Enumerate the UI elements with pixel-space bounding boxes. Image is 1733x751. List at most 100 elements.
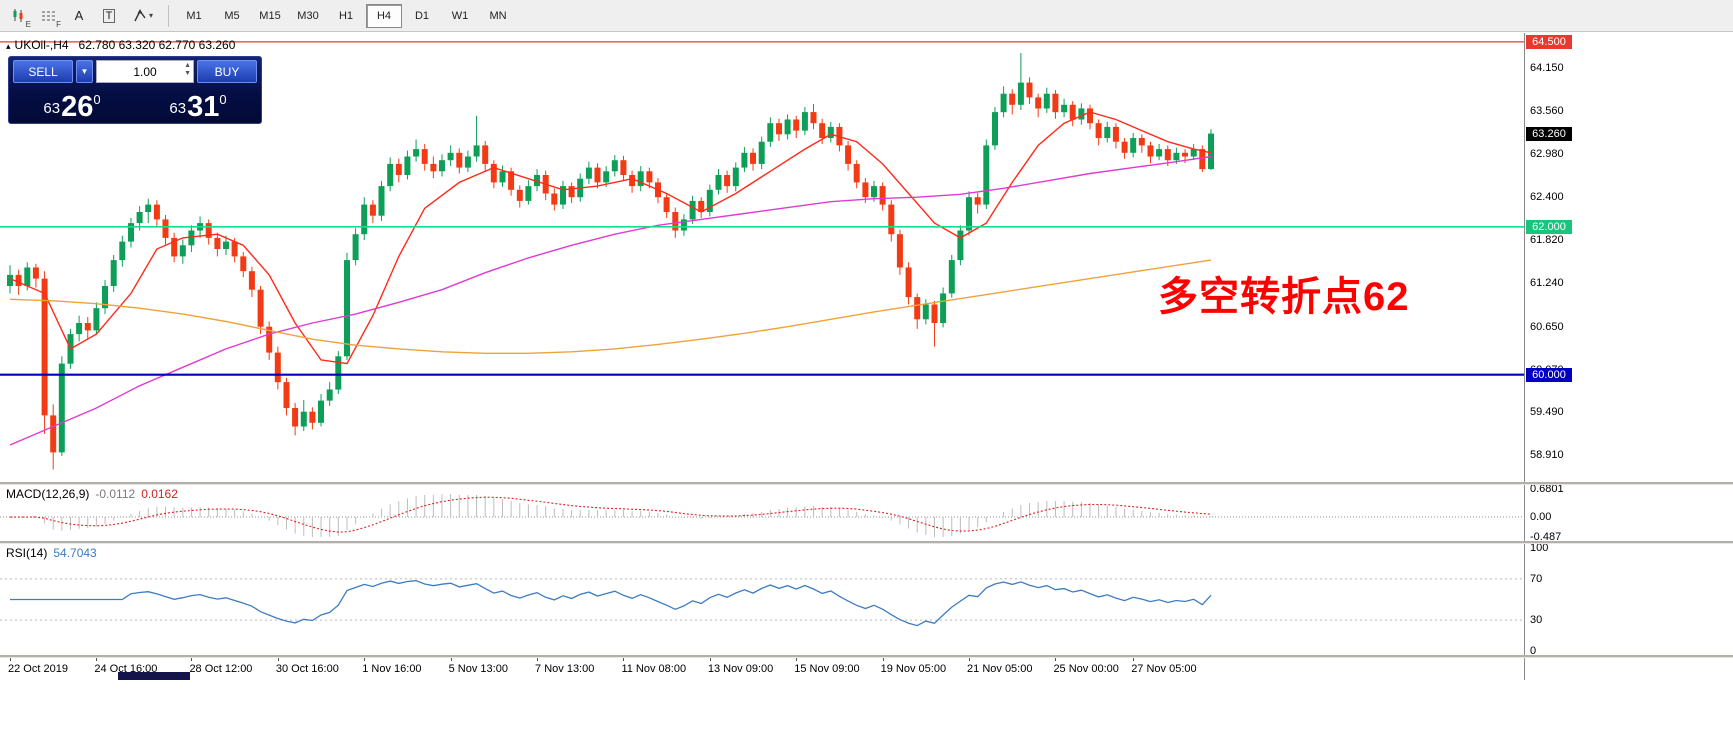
cursor-glyph: [134, 8, 146, 21]
volume-spinner[interactable]: ▲ ▼: [184, 62, 191, 77]
rsi-axis-label: 70: [1530, 572, 1543, 585]
toolbar: E F A T ▾ M1 M5 M15 M30 H1 H4 D1 W1 MN: [0, 0, 1733, 32]
text-tool-icon[interactable]: T: [95, 3, 123, 29]
window-fragment: [118, 672, 190, 680]
pane-divider[interactable]: [0, 655, 1733, 658]
chart-canvas[interactable]: [0, 33, 1524, 656]
pane-divider[interactable]: [0, 482, 1733, 485]
time-tick: [191, 657, 193, 661]
sell-button[interactable]: SELL: [13, 60, 73, 83]
chart-annotation-text: 多空转折点62: [1158, 275, 1410, 319]
timeframe-m1[interactable]: M1: [186, 9, 202, 22]
macd-value-signal: 0.0162: [141, 487, 178, 501]
time-tick: [537, 657, 539, 661]
price-badge: 63.260: [1526, 126, 1572, 141]
time-axis-label: 30 Oct 16:00: [275, 663, 339, 675]
timeframe-mn[interactable]: MN: [489, 9, 507, 22]
price-axis-label: 59.490: [1530, 406, 1564, 419]
sell-price-big: 26: [61, 90, 94, 123]
ohlc-values: 62.780 63.320 62.770 63.260: [78, 38, 236, 52]
icon-sub-label: E: [25, 19, 31, 29]
macd-value-main: -0.0112: [95, 487, 136, 501]
time-tick: [969, 657, 971, 661]
price-axis-label: 61.820: [1530, 234, 1564, 247]
ma-slow: [9, 259, 1212, 354]
macd-axis-label: 0.6801: [1530, 483, 1564, 495]
candles-chart-icon[interactable]: E: [5, 3, 33, 29]
buy-button[interactable]: BUY: [197, 60, 257, 83]
timeframe-h1[interactable]: H1: [338, 9, 354, 22]
time-axis-label: 15 Nov 09:00: [794, 663, 860, 675]
rsi-value: 54.7043: [53, 546, 97, 560]
pane-divider[interactable]: [0, 541, 1733, 544]
macd-label: MACD(12,26,9) -0.0112 0.0162: [6, 487, 178, 501]
sell-price[interactable]: 63 26 0: [9, 84, 135, 124]
time-axis-label: 1 Nov 16:00: [362, 663, 422, 675]
macd-name: MACD(12,26,9): [6, 487, 90, 501]
timeframe-m15[interactable]: M15: [259, 9, 281, 22]
symbol-title: UKOil-,H4: [14, 38, 69, 52]
time-axis-label: 7 Nov 13:00: [535, 663, 595, 675]
buy-price-sup: 0: [219, 92, 227, 107]
time-axis-label: 11 Nov 08:00: [621, 663, 687, 675]
volume-dropdown-icon[interactable]: ▼: [76, 60, 93, 83]
timeframe-m5[interactable]: M5: [224, 9, 240, 22]
macd-axis-label: -0.487: [1530, 531, 1562, 543]
rsi-name: RSI(14): [6, 546, 48, 560]
time-axis-label: 13 Nov 09:00: [707, 663, 774, 675]
buy-price[interactable]: 63 31 0: [135, 84, 261, 124]
time-axis-label: 22 Oct 2019: [8, 663, 68, 675]
time-tick: [96, 657, 98, 661]
timeframe-d1[interactable]: D1: [414, 9, 430, 22]
timeframe-h4[interactable]: H4: [366, 3, 402, 28]
candles-glyph: [13, 8, 23, 22]
macd-axis-label: 0.00: [1530, 510, 1552, 523]
time-axis-label: 21 Nov 05:00: [967, 663, 1033, 675]
cursor-tools-icon[interactable]: ▾: [125, 3, 161, 29]
time-tick: [10, 657, 11, 661]
volume-value: 1.00: [133, 64, 157, 79]
macd-pane: [0, 494, 1524, 537]
text-label-icon[interactable]: A: [74, 8, 84, 23]
price-axis-label: 60.650: [1530, 320, 1564, 333]
rsi-axis-label: 100: [1530, 542, 1549, 554]
price-axis-label: 62.980: [1530, 148, 1564, 161]
price-axis[interactable]: 64.150 63.560 62.980 62.400 61.820 61.240 60.6…: [1524, 33, 1733, 680]
time-tick: [1133, 657, 1135, 661]
indicator-levels-icon[interactable]: F: [35, 3, 63, 29]
levels-glyph: [42, 11, 56, 20]
buy-price-int: 63: [169, 100, 187, 117]
sell-price-sup: 0: [93, 92, 101, 107]
time-tick: [364, 657, 366, 661]
ma-fast: [9, 111, 1212, 365]
price-axis-label: 62.400: [1530, 191, 1564, 204]
time-tick: [450, 657, 452, 661]
timeframe-m30[interactable]: M30: [297, 9, 319, 22]
spinner-down-icon[interactable]: ▼: [184, 70, 191, 77]
price-axis-label: 63.560: [1530, 105, 1564, 118]
price-axis-label: 61.240: [1530, 277, 1564, 290]
rsi-axis-label: 30: [1530, 614, 1543, 627]
icon-sub-label: F: [56, 19, 61, 29]
one-click-trading-panel: SELL ▼ 1.00 ▲ ▼ BUY 63 26 0 63 31 0: [8, 56, 262, 124]
buy-price-big: 31: [187, 90, 220, 123]
spinner-up-icon[interactable]: ▲: [184, 62, 191, 69]
time-tick: [1055, 657, 1057, 661]
price-badge: 60.000: [1526, 367, 1572, 382]
ma-mid: [9, 155, 1212, 446]
trade-controls-row: SELL ▼ 1.00 ▲ ▼ BUY: [9, 57, 261, 84]
time-tick: [882, 657, 884, 661]
time-tick: [623, 657, 625, 661]
time-axis-label: 27 Nov 05:00: [1131, 663, 1197, 675]
time-axis[interactable]: 22 Oct 2019 24 Oct 16:00 28 Oct 12:00 30 Oc…: [0, 657, 1733, 680]
rsi-axis-label: 0: [1530, 645, 1537, 657]
oneclick-toggle-icon[interactable]: ▴: [6, 41, 11, 51]
volume-input[interactable]: 1.00 ▲ ▼: [96, 60, 194, 83]
price-axis-label: 58.910: [1530, 449, 1564, 462]
time-tick: [277, 657, 279, 661]
time-axis-label: 5 Nov 13:00: [448, 663, 508, 675]
chart-header: ▴ UKOil-,H4 62.780 63.320 62.770 63.260: [6, 38, 235, 52]
macd-signal-line: [9, 496, 1212, 533]
timeframe-w1[interactable]: W1: [451, 9, 469, 22]
time-tick: [709, 657, 711, 661]
